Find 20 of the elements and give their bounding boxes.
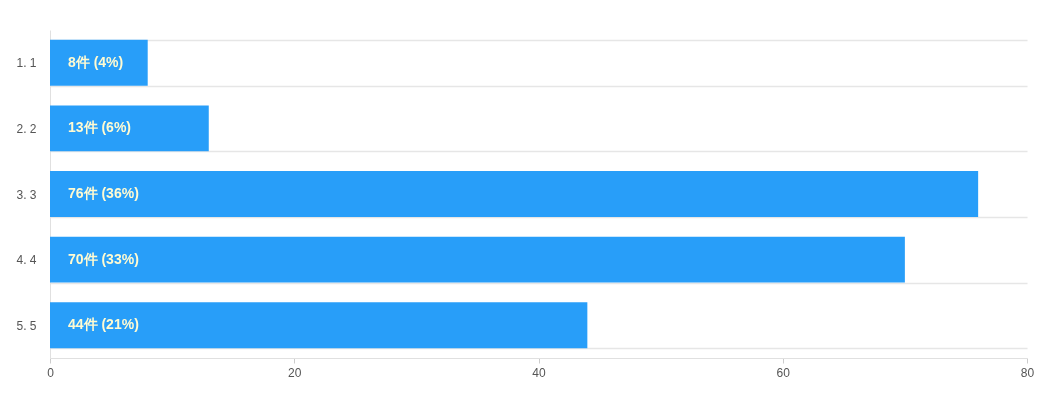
x-tick-label: 60 <box>776 365 791 380</box>
bar <box>50 105 209 152</box>
y-tick-label: 4. 4 <box>16 253 37 268</box>
x-tick-label: 40 <box>532 365 546 380</box>
x-tick-label: 0 <box>47 365 55 380</box>
data-label: 76件 (36%) <box>68 185 139 201</box>
y-tick-label: 5. 5 <box>16 318 37 333</box>
bar <box>50 302 588 349</box>
bar <box>50 171 979 217</box>
data-label: 8件 (4%) <box>68 53 124 70</box>
y-tick-label: 3. 3 <box>16 187 37 202</box>
data-label: 70件 (33%) <box>68 250 139 267</box>
y-tick-label: 2. 2 <box>16 121 37 136</box>
x-tick-label: 80 <box>1020 365 1035 380</box>
data-label: 13件 (6%) <box>68 119 132 136</box>
data-label: 44件 (21%) <box>68 316 139 333</box>
bar <box>50 39 148 86</box>
y-tick-label: 1. 1 <box>16 56 37 71</box>
x-tick-label: 20 <box>288 365 302 380</box>
bar <box>50 236 905 283</box>
